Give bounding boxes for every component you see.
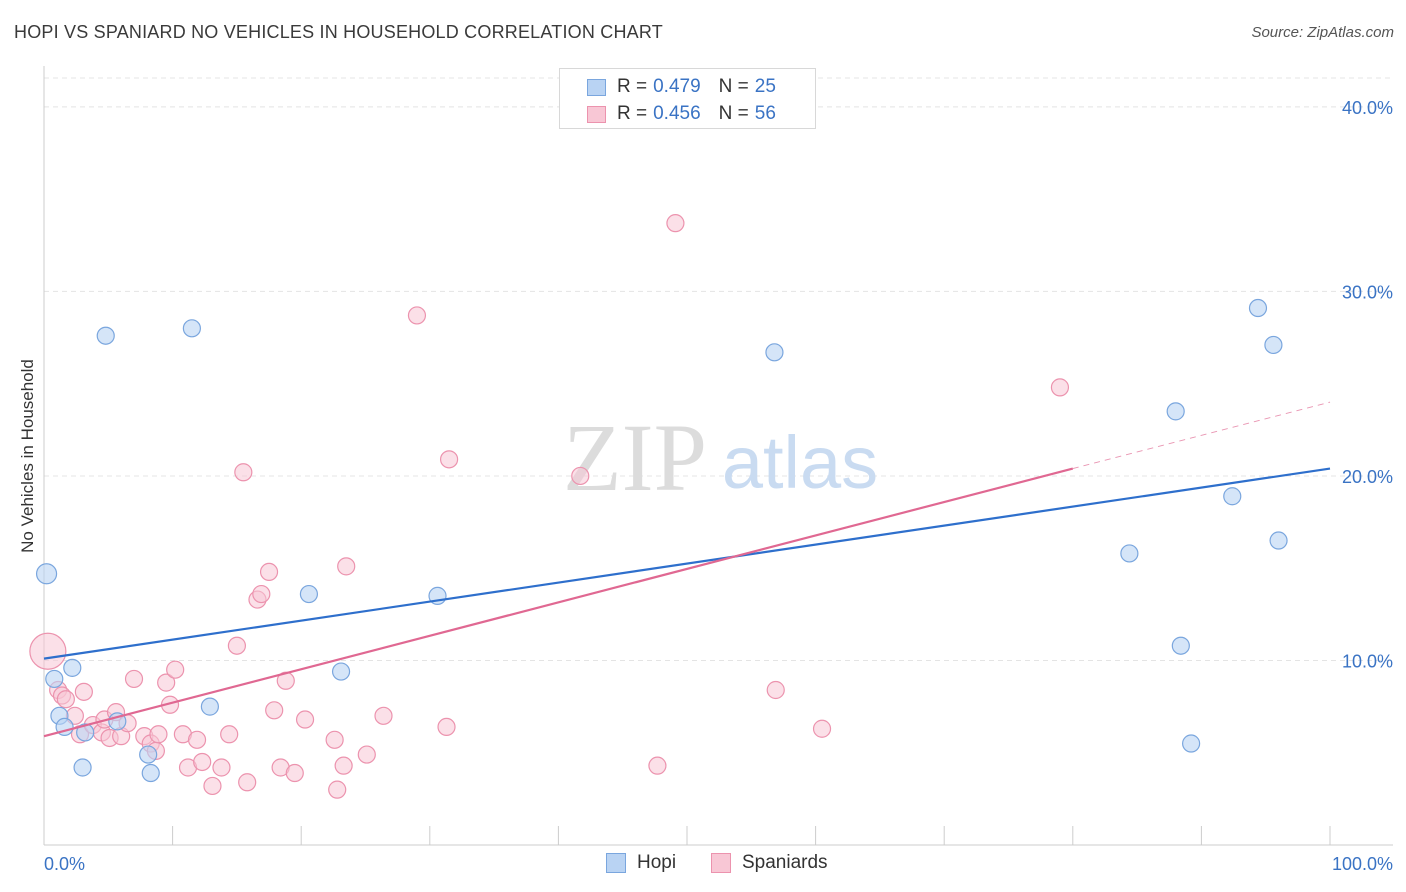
hopi-point-4: [63, 658, 82, 677]
spaniards-point-35: [265, 701, 284, 720]
hopi-series: [35, 298, 1288, 783]
x-tick-label-1: 100.0%: [1332, 854, 1393, 874]
spaniards-point-21: [166, 660, 185, 679]
hopi-point-23: [1264, 335, 1283, 355]
hopi-point-17: [1120, 544, 1139, 563]
spaniards-n-value: 56: [754, 103, 776, 124]
spaniards-point-44: [357, 745, 376, 764]
tick-labels: 10.0% 20.0% 30.0% 40.0% 0.0% 100.0%: [44, 98, 1393, 874]
spaniards-swatch: [587, 105, 606, 123]
spaniards-point-30: [234, 463, 253, 482]
spaniards-point-26: [203, 776, 222, 796]
spaniards-point-3: [56, 690, 75, 709]
spaniards-point-34: [259, 562, 279, 582]
spaniards-r-value: 0.456: [653, 103, 701, 124]
hopi-point-10: [141, 763, 160, 783]
hopi-point-18: [1166, 402, 1185, 421]
spaniards-point-28: [220, 725, 239, 744]
hopi-swatch: [587, 78, 606, 96]
hopi-trend-line: [43, 467, 1331, 660]
gridlines: [44, 77, 1393, 661]
hopi-point-14: [331, 662, 351, 681]
spaniards-point-39: [295, 710, 315, 729]
spaniards-n-label: N =: [718, 103, 749, 124]
y-tick-label-2: 30.0%: [1342, 282, 1393, 302]
spaniards-point-52: [766, 680, 785, 700]
hopi-point-9: [139, 745, 158, 764]
spaniards-point-42: [334, 756, 353, 775]
spaniards-point-49: [571, 466, 590, 486]
spaniards-point-45: [374, 706, 393, 725]
spaniards-point-50: [648, 756, 667, 775]
spaniards-point-24: [187, 730, 207, 749]
hopi-r-label: R =: [617, 76, 648, 97]
spaniards-point-6: [74, 682, 93, 701]
x-tick-label-0: 0.0%: [44, 854, 85, 874]
spaniards-point-31: [238, 773, 257, 792]
hopi-n-value: 25: [754, 76, 776, 97]
hopi-legend-swatch: [606, 853, 626, 873]
spaniards-point-38: [285, 763, 304, 783]
hopi-point-1: [45, 669, 64, 689]
spaniards-point-27: [212, 758, 231, 777]
spaniards-point-54: [1050, 378, 1070, 397]
series-legend: Hopi Spaniards: [0, 852, 1406, 876]
hopi-point-0: [35, 563, 58, 585]
spaniards-point-14: [124, 669, 144, 689]
spaniards-legend-label: Spaniards: [742, 852, 828, 873]
hopi-point-6: [76, 723, 95, 742]
hopi-r-value: 0.479: [653, 76, 701, 97]
trend-lines: [43, 401, 1331, 738]
hopi-point-22: [1248, 298, 1268, 318]
hopi-point-5: [73, 758, 92, 777]
spaniards-point-18: [149, 725, 168, 744]
legend-row-hopi: R = 0.479 N = 25: [587, 76, 776, 98]
spaniards-point-53: [812, 719, 832, 738]
spaniards-trend-extension: [1072, 401, 1331, 470]
spaniards-trend-line: [43, 467, 1074, 738]
spaniards-point-41: [328, 780, 347, 799]
watermark-zip: ZIP: [563, 404, 707, 511]
hopi-point-21: [1223, 487, 1242, 506]
chart-title: HOPI VS SPANIARD NO VEHICLES IN HOUSEHOL…: [14, 22, 663, 42]
y-tick-label-0: 10.0%: [1342, 651, 1393, 671]
spaniards-point-19: [157, 673, 176, 692]
spaniards-point-40: [325, 730, 344, 749]
hopi-point-7: [96, 326, 115, 345]
spaniards-legend-swatch: [711, 853, 731, 873]
spaniards-point-48: [439, 450, 459, 469]
source-credit: Source: ZipAtlas.com: [1251, 24, 1394, 41]
spaniards-point-46: [407, 306, 427, 325]
hopi-point-24: [1269, 531, 1288, 550]
watermark-atlas: atlas: [722, 421, 878, 504]
axes: [43, 66, 1393, 846]
correlation-legend: R = 0.479 N = 25 R = 0.456 N = 56: [559, 68, 816, 129]
spaniards-point-43: [337, 557, 356, 576]
hopi-n-label: N =: [718, 76, 749, 97]
y-tick-label-1: 20.0%: [1342, 467, 1393, 487]
legend-item-spaniards[interactable]: Spaniards: [711, 852, 828, 874]
hopi-point-20: [1182, 734, 1201, 753]
hopi-point-16: [765, 343, 784, 362]
hopi-legend-label: Hopi: [637, 852, 677, 873]
hopi-point-12: [200, 697, 219, 716]
hopi-point-19: [1171, 636, 1190, 655]
hopi-point-13: [299, 584, 319, 604]
spaniards-point-47: [437, 717, 456, 737]
spaniards-point-25: [193, 752, 212, 772]
spaniards-r-label: R =: [617, 103, 648, 124]
legend-row-spaniards: R = 0.456 N = 56: [587, 103, 776, 125]
spaniards-point-29: [227, 636, 246, 655]
spaniards-point-33: [252, 584, 271, 604]
watermark: ZIP atlas: [563, 404, 878, 511]
y-axis-label: No Vehicles in Household: [18, 359, 37, 553]
hopi-point-11: [182, 319, 201, 338]
spaniards-point-51: [666, 214, 685, 233]
legend-item-hopi[interactable]: Hopi: [606, 852, 676, 874]
spaniards-point-0: [29, 632, 67, 670]
y-tick-label-3: 40.0%: [1342, 98, 1393, 118]
spaniards-series: [29, 214, 1070, 799]
